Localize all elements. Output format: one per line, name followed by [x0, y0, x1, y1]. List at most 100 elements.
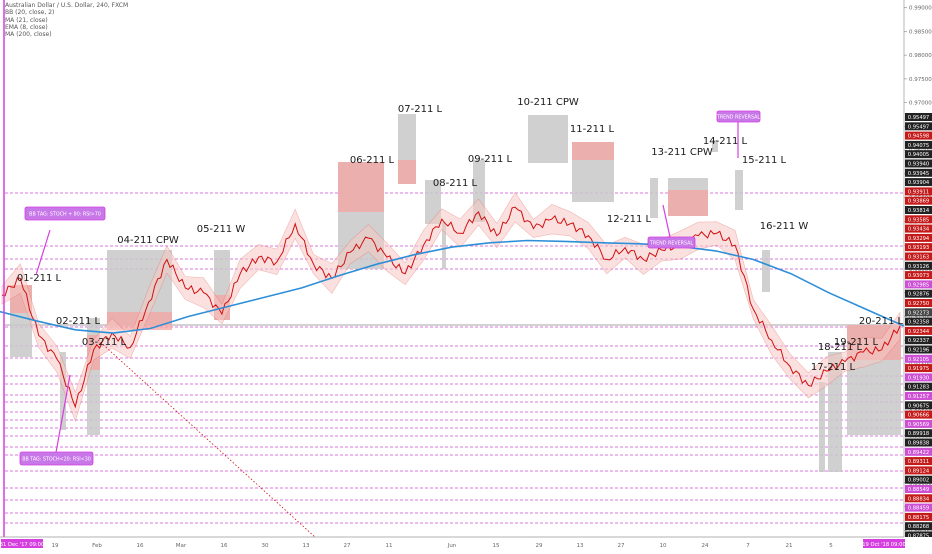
x-tick-label: 21 [786, 543, 793, 549]
price-tag [905, 345, 932, 354]
zone-box [819, 382, 825, 472]
x-tick-label: 27 [344, 543, 351, 549]
callout-label: TREND REVERSAL [716, 115, 761, 121]
price-tag [905, 522, 932, 531]
price-tag [905, 485, 932, 493]
x-tick-label: 13 [577, 543, 584, 549]
price-tag-label: 0.95497 [908, 124, 929, 130]
price-tag [905, 252, 932, 261]
price-tag [905, 196, 932, 205]
price-tag-label: 0.93904 [908, 180, 930, 186]
price-tag [905, 131, 932, 140]
x-tick-label: Jun [447, 543, 457, 549]
pattern-label: 06-211 L [350, 155, 395, 166]
price-tag-label: 0.91930 [908, 375, 929, 381]
price-tag [905, 429, 932, 438]
price-tag-label: 0.94075 [908, 143, 929, 149]
price-tag-label: 0.88834 [908, 496, 930, 502]
pattern-label: 13-211 CPW [651, 147, 713, 158]
pattern-label: 12-211 L [607, 214, 652, 225]
x-tick-label: 5 [829, 543, 833, 549]
price-tag [905, 261, 932, 270]
callout-pointer [35, 229, 51, 276]
pattern-label: 17-211 L [811, 362, 856, 373]
price-tag-label: 0.93945 [908, 171, 929, 177]
callout-label: BB TAG: STOCH + 80: RSI>70 [29, 212, 101, 218]
x-tick-label: 10 [660, 543, 667, 549]
price-tag [905, 354, 932, 363]
pattern-label: 05-211 W [197, 224, 246, 235]
price-tag [905, 178, 932, 187]
price-tag [905, 410, 932, 419]
y-tick-label: 0.97000 [909, 101, 932, 107]
x-tick-label: 11 [386, 543, 393, 549]
price-tag-label: 0.93126 [908, 264, 929, 270]
x-tick-label: 16 [137, 543, 144, 549]
price-tag-label: 0.91975 [908, 366, 929, 372]
price-tag-label: 0.91283 [908, 385, 929, 391]
pattern-label: 18-211 L [818, 342, 863, 353]
price-tag [905, 503, 932, 512]
pattern-label: 11-211 L [570, 124, 615, 135]
legend-line-ma200: MA (200, close) [5, 31, 52, 39]
zone-box [762, 250, 770, 292]
price-tag-label: 0.93869 [908, 199, 929, 205]
price-tag-label: 0.93585 [908, 217, 929, 223]
pattern-label: 20-211 L [859, 316, 904, 327]
pattern-label: 02-211 L [56, 316, 101, 327]
ma200-line [0, 239, 905, 334]
pattern-label: 01-211 L [17, 273, 62, 284]
price-tag [905, 364, 932, 373]
callout-label: BB TAG: STOCH<20: RSI<30 [22, 457, 91, 463]
price-tag-label: 0.88549 [908, 487, 929, 493]
price-tag [905, 150, 932, 159]
x-tick-label: Feb [92, 543, 102, 549]
x-tick-label: 19 [52, 543, 59, 549]
price-tag-label: 0.88459 [908, 506, 929, 512]
pattern-label: 19-211 L [834, 337, 879, 348]
price-tag [905, 140, 932, 149]
legend-line-ma21: MA (21, close) [5, 16, 48, 24]
price-tag [905, 122, 932, 131]
price-tag [905, 206, 932, 214]
price-tag [905, 457, 932, 466]
price-tag-label: 0.88175 [908, 515, 929, 521]
y-tick-label: 0.98500 [909, 29, 932, 35]
x-tick-label: 19 Oct '18 09:00 [862, 542, 906, 548]
bollinger-band [1, 191, 901, 423]
x-tick-label: 13 [303, 543, 310, 549]
price-tag [905, 187, 932, 196]
pattern-label: 03-211 L [82, 337, 127, 348]
pattern-label: 16-211 W [760, 221, 809, 232]
price-tag [905, 475, 932, 484]
y-tick-label: 0.97500 [909, 77, 932, 83]
zone-box [572, 142, 614, 160]
x-tick-label: 15 [493, 543, 500, 549]
price-tag [905, 531, 932, 540]
x-tick-label: 27 [618, 543, 625, 549]
callout-box [716, 110, 761, 123]
price-tag-label: 0.93163 [908, 255, 929, 261]
legend-symbol: Australian Dollar / U.S. Dollar, 240, FX… [5, 2, 129, 9]
price-tag [905, 289, 932, 298]
price-tag-label: 0.89002 [908, 478, 929, 484]
price-tag [905, 308, 932, 317]
price-tag [905, 168, 932, 177]
zone-box [650, 178, 658, 218]
legend-line-bb: BB (20, close, 2) [5, 9, 55, 17]
price-tag [905, 494, 932, 503]
zone-box [398, 160, 416, 184]
pattern-label: 04-211 CPW [117, 235, 179, 246]
price-tag [905, 336, 932, 345]
zone-box [735, 170, 743, 210]
zone-box [442, 222, 446, 269]
price-tag [905, 280, 932, 289]
price-tag-label: 0.89918 [908, 431, 929, 437]
price-tag-label: 0.93940 [908, 162, 929, 168]
x-tick-label: 7 [746, 543, 750, 549]
x-tick-label: 29 [536, 543, 543, 549]
price-tag [905, 215, 932, 224]
y-tick-label: 0.92500 [909, 314, 932, 320]
